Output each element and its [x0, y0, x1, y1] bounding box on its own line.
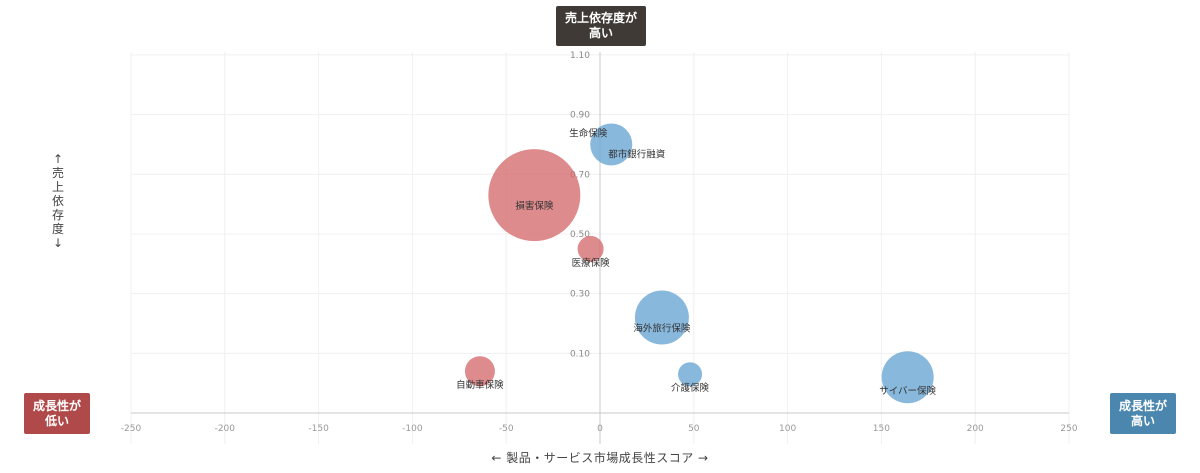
y-tick-label: 0.30 — [570, 290, 590, 300]
x-tick-label: -100 — [402, 424, 423, 434]
bubble — [881, 351, 934, 404]
bubbles — [464, 123, 934, 404]
bubble-label: 都市銀行融資 — [608, 148, 665, 160]
y-axis-title: ↑ 売 上 依 存 度 ↓ — [51, 152, 64, 250]
right-label-line2: 高い — [1130, 413, 1155, 428]
x-tick-label: -200 — [215, 424, 236, 434]
x-tick-label: 250 — [1060, 424, 1077, 434]
bubble — [577, 235, 604, 262]
bubble — [634, 290, 689, 345]
y-tick-label: 1.10 — [570, 51, 590, 61]
quadrant-label-high-dependency: 売上依存度が 高い — [556, 6, 646, 46]
y-tick-label: 0.90 — [570, 111, 590, 121]
bubble-label: 生命保険 — [569, 127, 608, 139]
bubble-label: サイバー保険 — [879, 385, 936, 397]
bubble-label: 医療保険 — [572, 257, 611, 269]
y-tick-label: 0.10 — [570, 349, 590, 359]
y-tick-label: 0.50 — [570, 230, 590, 240]
bubble — [590, 123, 633, 166]
y-tick-label: 0.70 — [570, 170, 590, 180]
left-label-line1: 成長性が — [32, 398, 81, 413]
top-label-line2: 高い — [588, 26, 613, 40]
x-tick-label: 150 — [873, 424, 890, 434]
bubble-label: 損害保険 — [515, 200, 554, 212]
quadrant-label-high-growth: 成長性が 高い — [1110, 393, 1176, 434]
right-label-line1: 成長性が — [1118, 398, 1167, 413]
x-tick-label: 100 — [779, 424, 796, 434]
bubble — [464, 356, 495, 387]
x-tick-label: -50 — [499, 424, 514, 434]
x-tick-label: -250 — [121, 424, 142, 434]
bubble-label: 介護保険 — [671, 382, 710, 394]
top-label-line1: 売上依存度が — [564, 11, 637, 25]
bubble — [678, 362, 703, 387]
x-tick-label: -150 — [308, 424, 329, 434]
x-tick-label: 0 — [597, 424, 603, 434]
left-label-line2: 低い — [44, 413, 69, 428]
bubble-label: 自動車保険 — [456, 379, 504, 391]
x-axis-title: ← 製品・サービス市場成長性スコア → — [491, 451, 709, 465]
x-tick-label: 50 — [688, 424, 700, 434]
quadrant-label-low-growth: 成長性が 低い — [24, 393, 90, 434]
bubble — [488, 149, 581, 242]
x-tick-label: 200 — [967, 424, 984, 434]
bubble-label: 海外旅行保険 — [633, 323, 691, 335]
